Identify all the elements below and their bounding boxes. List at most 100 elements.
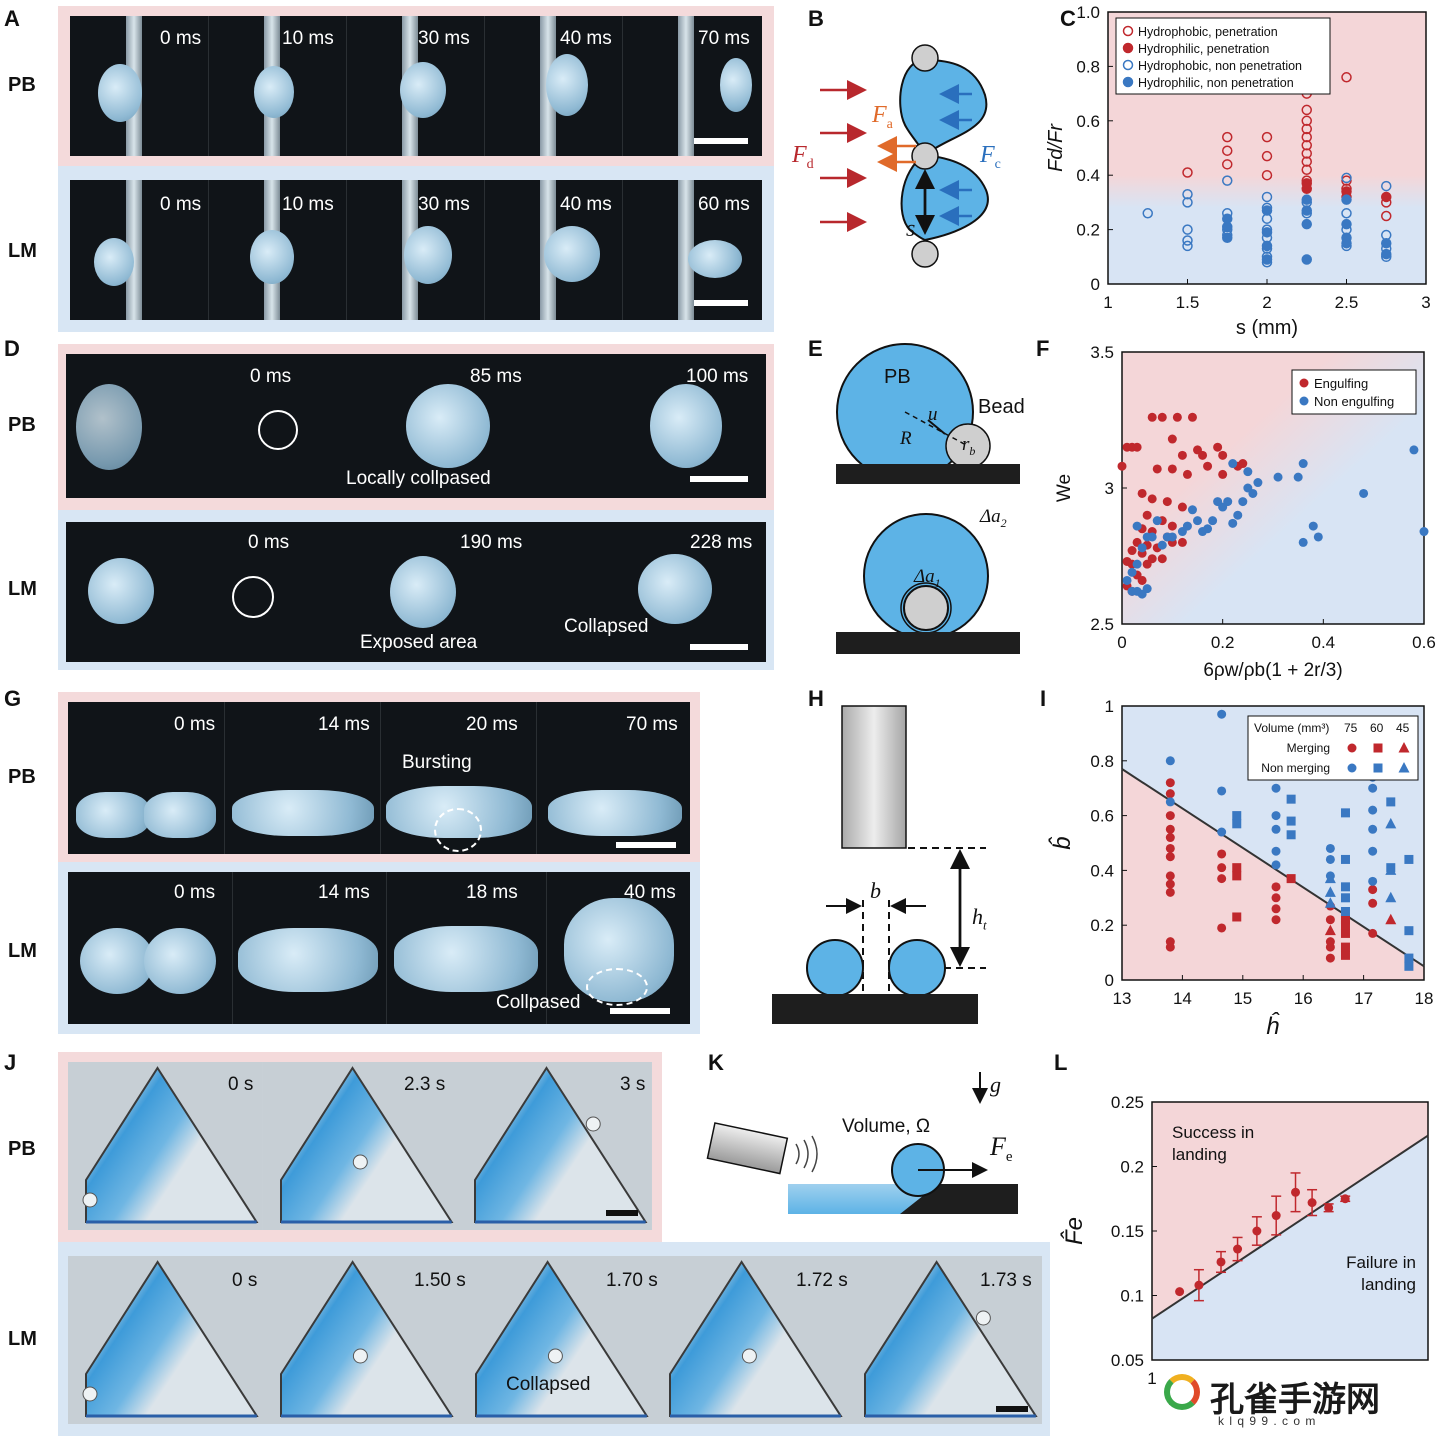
force-fd-label: Fd <box>792 142 814 172</box>
time-label: 190 ms <box>460 532 523 553</box>
time-label: 100 ms <box>686 366 749 387</box>
row-label-lm: LM <box>8 1328 37 1350</box>
time-label: 0 ms <box>160 28 202 49</box>
data-point <box>1142 559 1152 569</box>
y-axis-label: b̂ <box>1048 836 1076 849</box>
data-point <box>1172 412 1182 422</box>
data-point <box>1340 808 1350 818</box>
data-point <box>1216 1257 1226 1267</box>
chamber-frame <box>262 1256 458 1424</box>
y-axis-label: We <box>1054 474 1075 502</box>
data-point <box>1213 442 1223 452</box>
data-point <box>1271 904 1281 914</box>
legend-entry: Engulfing <box>1314 376 1368 391</box>
x-tick-label: 2 <box>1262 293 1271 312</box>
data-point <box>1165 756 1175 766</box>
x-axis-label: 6ρw/ρb(1 + 2r/3) <box>1203 660 1342 681</box>
panel-label-F: F <box>1036 336 1050 361</box>
chamber-frame <box>68 1062 263 1230</box>
y-tick-label: 0.8 <box>1076 57 1100 76</box>
height-ht-label: ht <box>972 904 987 933</box>
force-fa-label: Fa <box>872 102 893 132</box>
data-point <box>1252 1226 1262 1236</box>
data-point <box>1142 510 1152 520</box>
data-point <box>1232 871 1242 881</box>
data-point <box>1301 194 1312 205</box>
data-point <box>1293 472 1303 482</box>
data-point <box>1381 237 1392 249</box>
data-point <box>1187 505 1197 515</box>
panel-label-L: L <box>1054 1050 1068 1075</box>
data-point <box>1167 464 1177 474</box>
data-point <box>1228 459 1238 469</box>
legend-entry: Non engulfing <box>1314 394 1394 409</box>
time-label: 0 ms <box>248 532 290 553</box>
data-point <box>1301 178 1312 189</box>
diagram-h <box>772 705 986 1024</box>
data-point <box>1182 167 1193 178</box>
annotation-exposed-area: Exposed area <box>360 632 478 653</box>
data-point <box>1217 709 1227 719</box>
data-point <box>1132 521 1142 531</box>
data-point <box>1165 824 1175 834</box>
data-point <box>1385 817 1397 829</box>
data-point <box>1271 915 1281 925</box>
annotation-collapsed: Collapsed <box>564 616 649 637</box>
data-point <box>1313 532 1323 542</box>
watermark-logo-icon <box>1164 1374 1200 1410</box>
data-point <box>1298 537 1308 547</box>
data-point <box>1308 521 1318 531</box>
watermark-sub: k l q 9 9 . c o m <box>1218 1414 1317 1428</box>
chamber-frame <box>847 1256 1042 1424</box>
time-label: 85 ms <box>470 366 522 387</box>
volume-label: Volume, Ω <box>842 1116 931 1137</box>
time-label: 18 ms <box>466 882 518 903</box>
data-point <box>1222 232 1233 244</box>
data-point <box>1341 175 1352 186</box>
panel-label-K: K <box>708 1050 724 1075</box>
region-label: Success in <box>1172 1123 1254 1142</box>
data-point <box>1182 469 1192 479</box>
data-point <box>1261 227 1273 238</box>
annotation-bursting: Bursting <box>402 752 472 773</box>
scale-bar <box>616 842 676 848</box>
legend-volume: 75 <box>1344 721 1358 735</box>
time-label: 60 ms <box>698 194 750 215</box>
row-label-lm: LM <box>8 240 37 262</box>
data-point <box>1324 897 1336 908</box>
data-point <box>1385 913 1397 925</box>
data-point <box>1368 805 1378 815</box>
legend-marker <box>1299 378 1309 388</box>
data-point <box>1142 208 1153 219</box>
image-strip-a-lm: 0 ms 10 ms 30 ms 40 ms 60 ms <box>70 180 762 320</box>
y-axis-label: Fd/Fr <box>1045 123 1067 172</box>
data-point <box>1165 789 1175 799</box>
time-label: 0 ms <box>250 366 292 387</box>
data-point <box>1243 483 1253 493</box>
data-point <box>1340 942 1350 952</box>
data-point <box>1165 843 1175 853</box>
data-point <box>1177 502 1187 512</box>
time-label: 0 ms <box>174 882 216 903</box>
panel-label-I: I <box>1040 686 1047 711</box>
data-point <box>1368 783 1378 793</box>
data-point <box>1162 532 1172 542</box>
legend-entry: Hydrophobic, penetration <box>1138 25 1278 39</box>
data-point <box>1222 145 1233 156</box>
y-tick-label: 0.8 <box>1090 752 1114 771</box>
x-tick-label: 3 <box>1421 293 1430 312</box>
data-point <box>1177 450 1187 460</box>
data-point <box>1301 123 1312 135</box>
x-tick-label: 15 <box>1233 989 1252 1008</box>
diagram-b <box>820 44 989 268</box>
legend-volume: 60 <box>1370 721 1384 735</box>
data-point <box>1177 537 1187 547</box>
image-strip-d-pb: 0 ms 85 ms 100 ms Locally collpased <box>66 354 766 498</box>
data-point <box>1324 886 1336 897</box>
data-point <box>1152 516 1162 526</box>
data-point <box>1368 824 1378 834</box>
legend-marker <box>1122 59 1134 71</box>
data-point <box>1381 210 1392 222</box>
data-point <box>1142 584 1152 594</box>
data-point <box>1340 950 1350 960</box>
